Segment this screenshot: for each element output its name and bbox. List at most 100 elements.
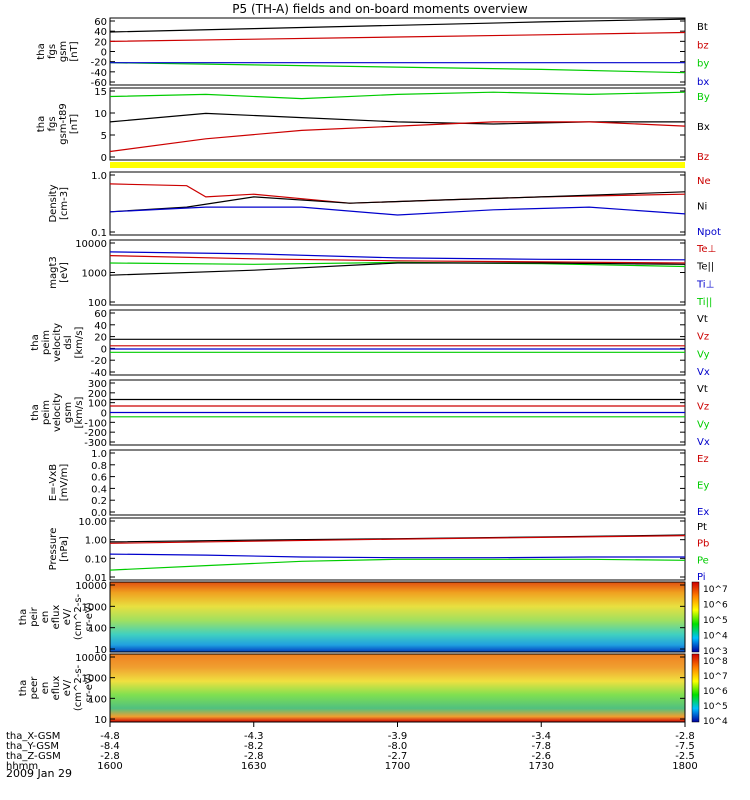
y-tick-label: -200 — [84, 428, 107, 439]
y-axis-label: tha fgs gsm-t89 [nT] — [36, 103, 80, 145]
y-tick-label: 300 — [88, 379, 107, 390]
y-tick-label: 0.8 — [91, 461, 107, 472]
y-tick-label: 10 — [94, 109, 107, 120]
y-tick-label: 0.1 — [91, 228, 107, 239]
y-tick-label: 100 — [88, 624, 107, 635]
spectrogram-peir — [110, 582, 685, 652]
y-axis-label-line: [nT] — [69, 114, 80, 134]
legend-vt: Vt — [697, 384, 708, 395]
y-tick-label: 10000 — [75, 239, 107, 250]
series-ti-line — [109, 251, 686, 261]
y-tick-label: 10.00 — [78, 517, 107, 528]
y-tick-label: 1000 — [82, 269, 107, 280]
y-axis-label: magt3 [eV] — [48, 256, 70, 289]
colorbar-tick-label: 10^5 — [703, 616, 728, 626]
y-axis-label: tha peir en eflux eV/(cm^2-s-sr-eV) — [18, 593, 95, 640]
colorbar-tick-label: 10^5 — [703, 702, 728, 712]
x-tick-label: -7.8 — [531, 741, 551, 752]
colorbar-tick-label: 10^8 — [703, 657, 728, 667]
y-axis-label-line: en — [40, 611, 51, 624]
y-axis-label-line: [nT] — [69, 41, 80, 61]
panel-peer: 10^8 10^7 10^6 10^5 10^4 10000 1000 100 10 tha pee… — [18, 653, 728, 727]
legend-vx: Vx — [697, 367, 710, 378]
legend-by: By — [697, 92, 710, 103]
y-tick-label: -40 — [91, 368, 107, 379]
y-axis-label-line: magt3 — [48, 256, 59, 289]
y-tick-label: 0.6 — [91, 473, 107, 484]
x-tick-label: -4.8 — [100, 731, 120, 742]
panel-frame — [109, 309, 686, 376]
y-axis-label-line: tha — [36, 116, 47, 132]
legend-te: Te⊥ — [696, 244, 716, 255]
y-axis-label-line: [cm-3] — [59, 187, 70, 220]
y-axis-label: Density [cm-3] — [48, 184, 70, 222]
legend-te: Te|| — [696, 262, 714, 273]
y-tick-label: 1000 — [82, 602, 107, 613]
y-tick-label: 40 — [94, 321, 107, 332]
panel-frame — [109, 17, 686, 86]
y-axis-label-line: (cm^2-s- — [73, 664, 84, 711]
panel-efield: 1.00.80.60.40.20.0 E=-VxB [mV/m] Ez Ey Ex — [48, 449, 709, 519]
series-pi-line — [109, 553, 685, 559]
y-axis-label-line: Density — [48, 184, 59, 222]
y-axis-label-line: Pressure — [48, 528, 59, 571]
colorbar-scale — [691, 581, 700, 653]
y-axis-label-line: E=-VxB — [48, 464, 59, 501]
legend-bx: bx — [697, 77, 709, 88]
y-tick-label: 1.0 — [91, 449, 107, 460]
colorbar-peer: 10^8 10^7 10^6 10^5 10^4 — [691, 653, 728, 727]
y-axis-label: E=-VxB [mV/m] — [48, 464, 70, 502]
colorbar-peir: 10^7 10^6 10^5 10^4 10^3 — [691, 581, 728, 657]
x-tick-label: -2.5 — [675, 751, 695, 762]
legend-vx: Vx — [697, 437, 710, 448]
series-by-line — [109, 62, 686, 74]
x-row-label: hhmm — [6, 761, 38, 772]
y-tick-label: 0 — [101, 153, 107, 164]
legend-ey: Ey — [697, 481, 709, 492]
y-axis-label-line: sr-eV) — [84, 673, 95, 702]
y-tick-label: 1.00 — [85, 536, 107, 547]
x-tick-label: -2.8 — [675, 731, 695, 742]
y-axis-label-line: gsm — [63, 402, 74, 423]
y-tick-label: 0 — [101, 344, 107, 355]
y-axis-label-line: gsm-t89 — [58, 103, 69, 145]
y-axis-label-line: eV/ — [62, 608, 73, 625]
series-by-line — [109, 91, 686, 100]
y-tick-label: 10000 — [75, 581, 107, 592]
legend-by: by — [697, 59, 709, 70]
y-axis-label-line: eflux — [51, 676, 62, 701]
series-bz-line — [109, 31, 686, 42]
y-axis-label-line: [nPa] — [59, 536, 70, 562]
y-tick-label: 40 — [94, 27, 107, 38]
y-axis-label-line: [km/s] — [74, 326, 85, 358]
y-tick-label: 100 — [88, 399, 107, 410]
y-tick-label: -100 — [84, 418, 107, 429]
x-tick-label: -8.2 — [244, 741, 264, 752]
y-tick-label: 0 — [101, 48, 107, 59]
legend-pe: Pe — [697, 555, 709, 566]
legend-vz: Vz — [697, 332, 709, 343]
panel-fgs_t89: 15 10 5 0 tha fgs gsm-t89 [nT] By Bx Bz — [36, 87, 710, 164]
y-axis-label-line: peir — [29, 606, 40, 626]
x-tick-label: 1600 — [97, 761, 122, 772]
legend-bz: bz — [697, 40, 709, 51]
panel-density: 1.0 0.1 Density [cm-3] Ne Ni Npot — [48, 171, 721, 239]
series-te-line — [109, 262, 686, 276]
y-tick-label: 0.0 — [91, 508, 107, 519]
y-axis-label-line: peim — [41, 400, 52, 425]
colorbar-tick-label: 10^6 — [703, 601, 728, 611]
x-axis-annotation: tha_X-GSM -4.8 -4.3 -3.9 -3.4 -2.8 tha_Y-GSM -8… — [6, 722, 698, 772]
y-axis-label-line: en — [40, 682, 51, 695]
x-row-label: tha_X-GSM — [6, 731, 60, 742]
x-tick-label: -8.4 — [100, 741, 120, 752]
y-axis-label-line: sr-eV) — [84, 602, 95, 631]
y-tick-label: 1.0 — [91, 171, 107, 182]
series-ni-line — [109, 191, 686, 213]
panel-frame — [109, 171, 686, 236]
legend-npot: Npot — [697, 227, 721, 238]
y-axis-label: tha peim velocity dsl [km/s] — [30, 323, 85, 362]
legend-ni: Ni — [697, 202, 707, 213]
legend-ex: Ex — [697, 507, 709, 518]
